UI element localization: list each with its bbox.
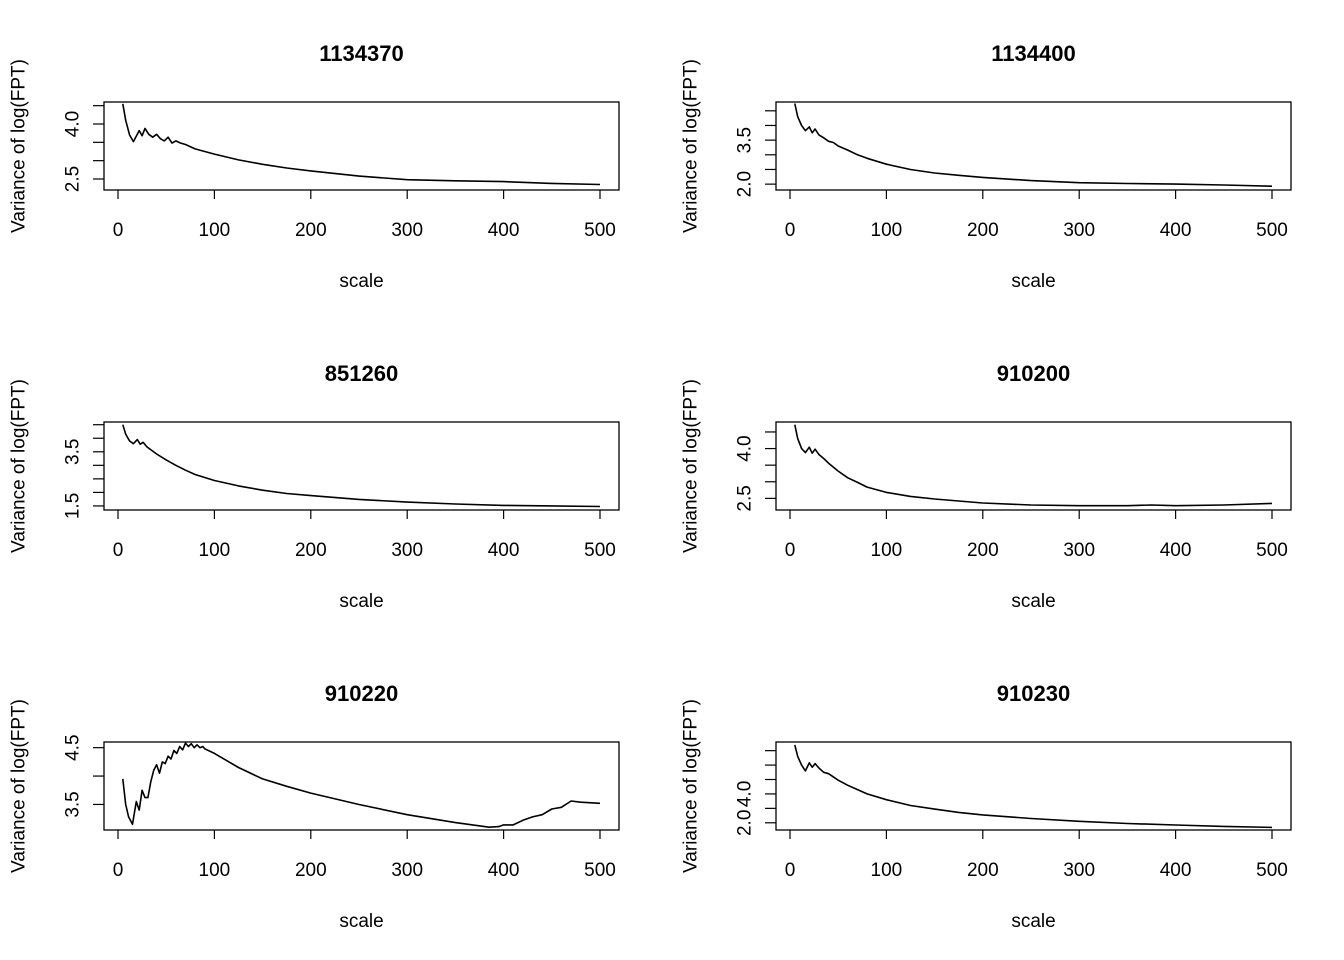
y-tick-label: 2.0 [735, 810, 756, 836]
x-tick-label: 200 [295, 540, 327, 561]
x-tick-label: 0 [785, 860, 796, 881]
x-tick-label: 300 [391, 860, 423, 881]
x-tick-label: 100 [871, 220, 903, 241]
x-axis: 0 100 200 300 400 500 [113, 830, 616, 881]
series-line [794, 424, 1273, 507]
chart-panel: 851260 0 100 200 300 400 500 scale 1.5 3.5 Varianc… [9, 361, 620, 612]
x-tick-label: 300 [1063, 220, 1095, 241]
chart-title: 910230 [997, 681, 1070, 706]
x-tick-label: 200 [967, 540, 999, 561]
x-tick-label: 0 [113, 220, 124, 241]
x-tick-label: 300 [1063, 540, 1095, 561]
plot-frame [103, 101, 620, 191]
y-tick-label: 2.5 [735, 485, 756, 511]
y-axis-label: Variance of log(FPT) [9, 699, 30, 873]
x-axis: 0 100 200 300 400 500 [113, 510, 616, 561]
x-axis: 0 100 200 300 400 500 [785, 510, 1288, 561]
y-axis-label: Variance of log(FPT) [9, 59, 30, 233]
plot-frame [775, 741, 1292, 831]
x-tick-label: 0 [785, 540, 796, 561]
y-axis-label: Variance of log(FPT) [9, 379, 30, 553]
x-tick-label: 400 [1160, 220, 1192, 241]
x-axis-label: scale [339, 911, 383, 932]
x-axis-label: scale [339, 591, 383, 612]
y-axis-label: Variance of log(FPT) [681, 379, 702, 553]
x-tick-label: 500 [584, 540, 616, 561]
x-axis-label: scale [1011, 591, 1055, 612]
chart-title: 1134400 [991, 41, 1075, 66]
y-tick-label: 4.0 [735, 435, 756, 461]
x-axis: 0 100 200 300 400 500 [785, 190, 1288, 241]
x-tick-label: 0 [113, 540, 124, 561]
x-axis-label: scale [339, 271, 383, 292]
series-line [794, 103, 1273, 187]
x-tick-label: 500 [1256, 860, 1288, 881]
x-tick-label: 100 [199, 860, 231, 881]
y-tick-label: 2.0 [735, 171, 756, 197]
x-tick-label: 400 [488, 220, 520, 241]
y-tick-label: 4.0 [735, 781, 756, 807]
y-axis: 2.04.0 [735, 750, 776, 836]
x-axis: 0 100 200 300 400 500 [785, 830, 1288, 881]
x-tick-label: 400 [488, 540, 520, 561]
x-axis-label: scale [1011, 271, 1055, 292]
y-tick-label: 3.5 [63, 791, 84, 817]
x-tick-label: 100 [871, 860, 903, 881]
x-axis-label: scale [1011, 911, 1055, 932]
x-tick-label: 300 [391, 540, 423, 561]
x-tick-label: 100 [199, 540, 231, 561]
series-line [122, 742, 601, 829]
chart-panel: 910220 0 100 200 300 400 500 scale 3.5 4.5 Varianc… [9, 681, 620, 932]
x-tick-label: 100 [871, 540, 903, 561]
plot-frame [775, 421, 1292, 511]
y-tick-label: 1.5 [63, 493, 84, 519]
x-tick-label: 400 [488, 860, 520, 881]
plot-frame [103, 741, 620, 831]
y-axis-label: Variance of log(FPT) [681, 59, 702, 233]
x-tick-label: 0 [113, 860, 124, 881]
plot-frame [103, 421, 620, 511]
y-tick-label: 3.5 [735, 127, 756, 153]
x-axis: 0 100 200 300 400 500 [113, 190, 616, 241]
x-tick-label: 400 [1160, 860, 1192, 881]
series-line [794, 744, 1273, 829]
x-tick-label: 200 [295, 220, 327, 241]
x-tick-label: 500 [584, 220, 616, 241]
x-tick-label: 0 [785, 220, 796, 241]
x-tick-label: 200 [967, 220, 999, 241]
x-tick-label: 300 [391, 220, 423, 241]
y-tick-label: 4.0 [63, 111, 84, 137]
x-tick-label: 100 [199, 220, 231, 241]
chart-panel: 910200 0 100 200 300 400 500 scale 2.5 4.0 Varianc… [681, 361, 1292, 612]
chart-panel: 1134370 0 100 200 300 400 500 scale 2.5 4.0 Varian… [9, 41, 620, 292]
x-tick-label: 300 [1063, 860, 1095, 881]
chart-title: 910200 [997, 361, 1070, 386]
y-axis: 2.5 4.0 [735, 431, 776, 512]
chart-panel: 1134400 0 100 200 300 400 500 scale 2.0 3.5 Varian… [681, 41, 1292, 292]
chart-title: 910220 [325, 681, 398, 706]
series-line [122, 424, 601, 508]
y-axis-label: Variance of log(FPT) [681, 699, 702, 873]
x-tick-label: 400 [1160, 540, 1192, 561]
x-tick-label: 200 [295, 860, 327, 881]
x-tick-label: 200 [967, 860, 999, 881]
x-tick-label: 500 [1256, 220, 1288, 241]
x-tick-label: 500 [1256, 540, 1288, 561]
series-line [122, 103, 601, 186]
y-tick-label: 2.5 [63, 166, 84, 192]
y-tick-label: 3.5 [63, 439, 84, 465]
y-axis: 2.0 3.5 [735, 110, 776, 197]
y-axis: 1.5 3.5 [63, 424, 104, 519]
chart-title: 851260 [325, 361, 398, 386]
chart-title: 1134370 [319, 41, 403, 66]
y-tick-label: 4.5 [63, 734, 84, 760]
y-axis: 2.5 4.0 [63, 105, 104, 192]
y-axis: 3.5 4.5 [63, 734, 104, 818]
plot-frame [775, 101, 1292, 191]
x-tick-label: 500 [584, 860, 616, 881]
